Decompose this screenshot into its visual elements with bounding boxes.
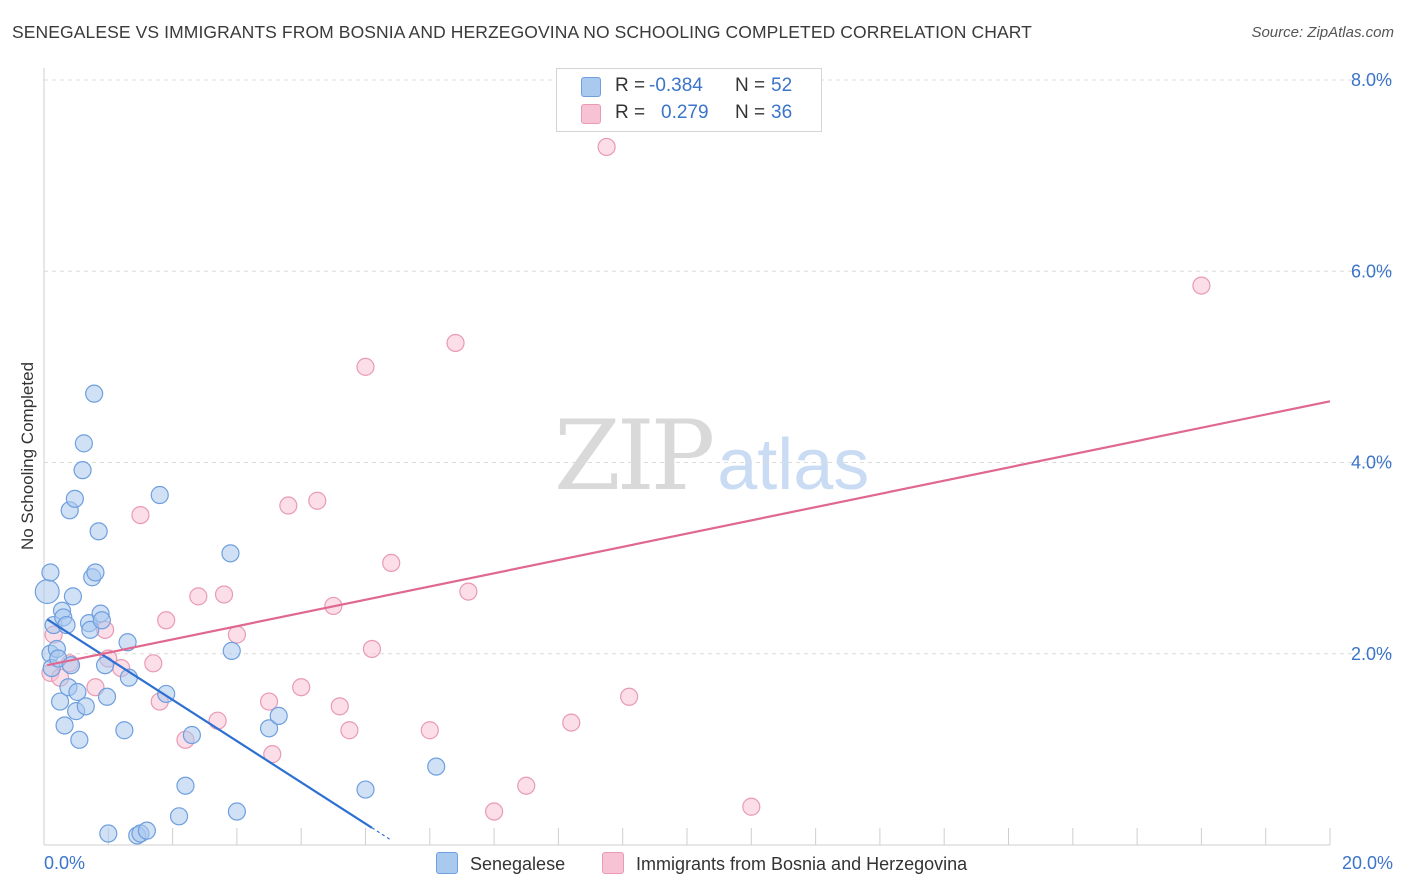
chart-title: SENEGALESE VS IMMIGRANTS FROM BOSNIA AND… bbox=[12, 22, 1032, 42]
senegalese-point bbox=[70, 730, 89, 749]
bosnia-swatch bbox=[581, 104, 601, 124]
senegalese-point bbox=[115, 721, 134, 740]
bosnia-point bbox=[382, 553, 401, 573]
y-tick-label: 6.0% bbox=[1351, 261, 1392, 281]
senegalese-point bbox=[55, 716, 74, 735]
y-tick-label: 8.0% bbox=[1351, 70, 1392, 90]
r-label: R = bbox=[615, 102, 646, 123]
senegalese-point bbox=[150, 485, 169, 505]
n-label: N = bbox=[735, 102, 766, 123]
senegalese-point bbox=[86, 563, 105, 582]
bosnia-point bbox=[131, 505, 150, 525]
r-label: R = bbox=[615, 75, 646, 96]
bosnia-point bbox=[157, 611, 176, 630]
bosnia-point bbox=[1192, 276, 1211, 295]
bosnia-point bbox=[208, 711, 227, 730]
senegalese-point bbox=[97, 687, 117, 706]
bosnia-point bbox=[620, 687, 639, 706]
bosnia-point bbox=[308, 491, 327, 510]
n-label: N = bbox=[735, 75, 766, 96]
legend-item-bosnia: Immigrants from Bosnia and Herzegovina bbox=[602, 852, 967, 875]
senegalese-point bbox=[221, 544, 240, 563]
senegalese-point bbox=[63, 587, 83, 606]
bosnia-point bbox=[485, 802, 504, 821]
bosnia-point bbox=[279, 496, 298, 515]
bosnia-point bbox=[214, 585, 234, 604]
x-tick-label: 0.0% bbox=[44, 853, 85, 873]
bosnia-point bbox=[420, 721, 439, 740]
bosnia-point bbox=[227, 625, 246, 644]
r-value: -0.384 bbox=[649, 75, 703, 96]
senegalese-point bbox=[74, 434, 93, 453]
y-tick-label: 2.0% bbox=[1351, 644, 1392, 664]
senegalese-point bbox=[85, 384, 104, 403]
bosnia-point bbox=[330, 697, 349, 716]
bosnia-trendline bbox=[46, 400, 1331, 667]
y-tick-label: 4.0% bbox=[1351, 453, 1392, 473]
bosnia-legend-swatch bbox=[602, 852, 624, 874]
source-note: Source: ZipAtlas.com bbox=[1251, 24, 1394, 41]
senegalese-point bbox=[34, 579, 60, 605]
bosnia-point bbox=[517, 776, 536, 795]
bosnia-point bbox=[189, 587, 208, 606]
senegalese-point bbox=[259, 719, 279, 738]
senegalese-legend-label: Senegalese bbox=[470, 854, 566, 874]
x-tick-label: 20.0% bbox=[1342, 853, 1393, 873]
senegalese-point bbox=[176, 776, 195, 795]
senegalese-point bbox=[427, 757, 446, 776]
senegalese-point bbox=[169, 807, 189, 826]
senegalese-point bbox=[356, 780, 375, 799]
n-value: 36 bbox=[771, 102, 793, 123]
bosnia-point bbox=[459, 582, 478, 601]
senegalese-trendline-extension bbox=[371, 827, 392, 841]
bosnia-point bbox=[292, 678, 311, 697]
n-value: 52 bbox=[771, 75, 793, 96]
senegalese-point bbox=[137, 821, 156, 840]
senegalese-swatch bbox=[581, 77, 601, 97]
watermark: ZIPatlas bbox=[554, 400, 869, 512]
senegalese-point bbox=[76, 697, 95, 716]
senegalese-point bbox=[227, 802, 246, 821]
senegalese-point bbox=[89, 522, 108, 541]
bosnia-point bbox=[362, 639, 382, 659]
bosnia-point bbox=[144, 654, 163, 673]
bosnia-point bbox=[742, 797, 761, 816]
bosnia-point bbox=[356, 357, 375, 376]
senegalese-point bbox=[99, 824, 118, 843]
senegalese-point bbox=[41, 563, 60, 582]
bosnia-legend-label: Immigrants from Bosnia and Herzegovina bbox=[636, 854, 968, 874]
senegalese-point bbox=[73, 461, 92, 480]
senegalese-point bbox=[65, 489, 84, 508]
senegalese-legend-swatch bbox=[436, 852, 458, 874]
legend-item-senegalese: Senegalese bbox=[436, 852, 565, 875]
senegalese-point bbox=[269, 706, 288, 726]
senegalese-point bbox=[50, 692, 70, 711]
senegalese-point bbox=[92, 611, 111, 630]
watermark-atlas: atlas bbox=[717, 425, 870, 505]
bosnia-point bbox=[562, 713, 581, 732]
bosnia-point bbox=[446, 333, 465, 353]
bosnia-point bbox=[340, 721, 359, 740]
watermark-zip: ZIP bbox=[554, 400, 715, 512]
senegalese-point bbox=[68, 682, 87, 702]
bosnia-point bbox=[597, 137, 616, 157]
bosnia-point bbox=[259, 692, 279, 711]
senegalese-point bbox=[222, 641, 241, 660]
senegalese-point bbox=[118, 633, 137, 652]
correlation-legend: R = -0.384 N = 52 R = 0.279 N = 36 bbox=[556, 68, 822, 132]
senegalese-point bbox=[182, 725, 201, 745]
senegalese-trendline bbox=[46, 618, 373, 829]
r-value: 0.279 bbox=[661, 102, 709, 123]
